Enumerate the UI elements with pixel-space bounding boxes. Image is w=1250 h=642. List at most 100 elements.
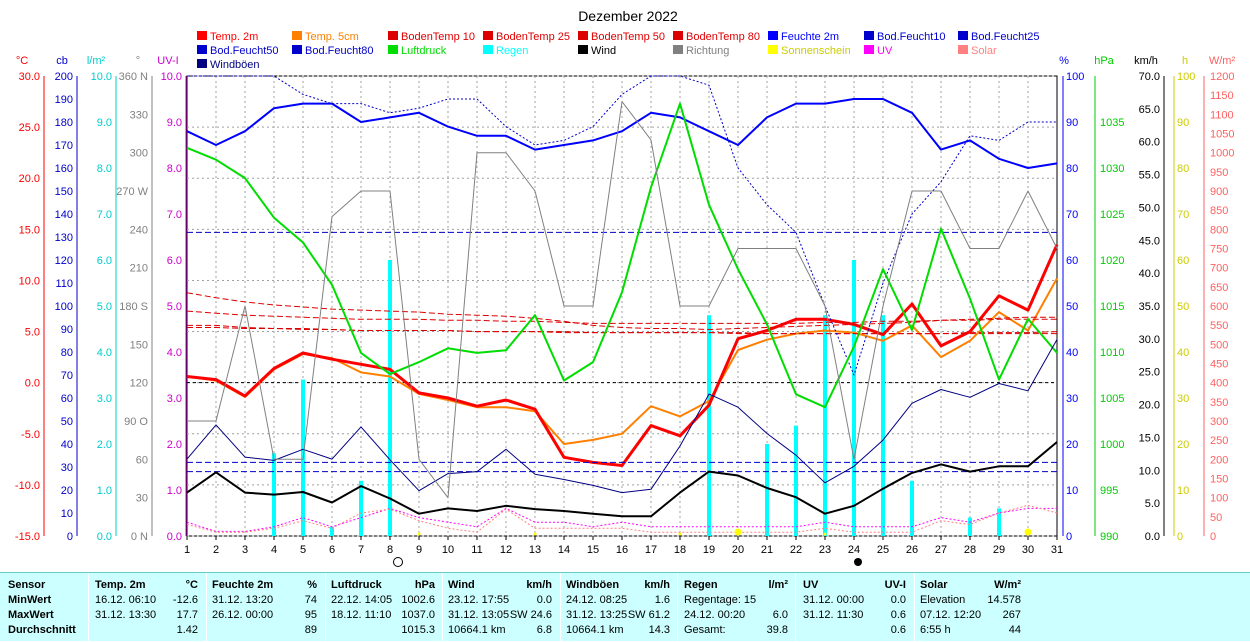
stats-row-label: MaxWert bbox=[8, 609, 54, 621]
stats-unit-temp: °C bbox=[185, 579, 198, 591]
axis-tick-cb: 70 bbox=[61, 370, 73, 382]
legend-swatch bbox=[864, 31, 874, 40]
legend-swatch bbox=[197, 59, 207, 68]
axis-tick-rain: 6.0 bbox=[97, 255, 112, 267]
stats-header-sensor: Sensor bbox=[8, 579, 46, 591]
axis-tick-solar: 1200 bbox=[1210, 71, 1234, 83]
stats-wind-value: SW 24.6 bbox=[509, 609, 552, 621]
stats-table: Sensor MinWert MaxWert Durchschnitt Temp. 2m… bbox=[0, 572, 1250, 642]
legend-label: BodenTemp 50 bbox=[591, 31, 665, 43]
legend-swatch bbox=[673, 45, 683, 54]
stats-temp-value: 1.42 bbox=[176, 624, 198, 636]
stats-solar-value: 267 bbox=[1002, 609, 1021, 621]
axis-unit-press: hPa bbox=[1094, 55, 1114, 67]
stats-solar-label: 6:55 h bbox=[920, 624, 951, 636]
axis-unit-dir: ° bbox=[136, 55, 140, 67]
legend-label: Wind bbox=[591, 45, 616, 57]
x-tick-label: 15 bbox=[587, 544, 599, 556]
legend-label: BodenTemp 80 bbox=[686, 31, 760, 43]
x-tick-label: 30 bbox=[1022, 544, 1034, 556]
axis-tick-uvi: 3.0 bbox=[167, 393, 182, 405]
stats-wind-label: 31.12. 13:05 bbox=[448, 609, 510, 621]
axis-tick-hum: 30 bbox=[1066, 393, 1078, 405]
stats-hum-value: 95 bbox=[304, 609, 317, 621]
axis-tick-cb: 60 bbox=[61, 393, 73, 405]
axis-tick-dir: 270 W bbox=[116, 186, 148, 198]
axis-tick-wind: 35.0 bbox=[1139, 301, 1160, 313]
x-tick-label: 17 bbox=[645, 544, 657, 556]
axis-tick-solar: 950 bbox=[1210, 167, 1228, 179]
axis-tick-hum: 80 bbox=[1066, 163, 1078, 175]
rain-bar bbox=[968, 517, 972, 536]
axis-tick-wind: 5.0 bbox=[1145, 498, 1160, 510]
axis-tick-cb: 50 bbox=[61, 416, 73, 428]
stats-rain-label: 24.12. 00:20 bbox=[684, 609, 746, 621]
weather-chart: Dezember 2022 Temp. 2m Temp. 5cm BodenTemp… bbox=[15, 8, 1236, 567]
x-tick-label: 11 bbox=[471, 544, 482, 556]
axis-tick-uvi: 9.0 bbox=[167, 117, 182, 129]
stats-separator bbox=[677, 573, 678, 642]
axis-tick-solar: 750 bbox=[1210, 244, 1228, 256]
x-tick-label: 14 bbox=[558, 544, 570, 556]
series-windb-en bbox=[186, 339, 1058, 494]
x-tick-label: 20 bbox=[732, 544, 744, 556]
legend-swatch bbox=[578, 31, 588, 40]
axis-tick-cb: 200 bbox=[55, 71, 73, 83]
stats-unit-wind: km/h bbox=[526, 579, 552, 591]
stats-wind-label: 10664.1 km bbox=[448, 624, 506, 636]
stats-unit-rain: l/m² bbox=[768, 579, 788, 591]
axis-tick-cb: 100 bbox=[55, 301, 73, 313]
axis-tick-sun: 80 bbox=[1177, 163, 1189, 175]
x-tick-label: 6 bbox=[329, 544, 335, 556]
stats-separator bbox=[914, 573, 915, 642]
series-luftdruck bbox=[186, 102, 1058, 409]
x-tick-label: 22 bbox=[790, 544, 802, 556]
x-tick-label: 23 bbox=[819, 544, 831, 556]
axis-tick-sun: 50 bbox=[1177, 301, 1189, 313]
axis-tick-dir: 240 bbox=[130, 224, 148, 236]
axis-tick-temp: 10.0 bbox=[19, 275, 40, 287]
axis-tick-hum: 60 bbox=[1066, 255, 1078, 267]
axis-tick-dir: 30 bbox=[136, 493, 148, 505]
axis-tick-dir: 330 bbox=[130, 109, 148, 121]
rain-bar bbox=[852, 260, 856, 536]
legend-label: BodenTemp 25 bbox=[496, 31, 570, 43]
x-tick-label: 18 bbox=[674, 544, 686, 556]
legend-swatch bbox=[864, 45, 874, 54]
axis-tick-solar: 250 bbox=[1210, 435, 1228, 447]
axis-tick-hum: 10 bbox=[1066, 485, 1078, 497]
axis-tick-cb: 150 bbox=[55, 186, 73, 198]
new-moon-icon bbox=[854, 558, 862, 566]
axis-tick-temp: 5.0 bbox=[25, 327, 40, 339]
axis-tick-uvi: 2.0 bbox=[167, 439, 182, 451]
legend-label: Regen bbox=[496, 45, 528, 57]
legend-label: Bod.Feucht50 bbox=[210, 45, 279, 57]
legend-label: Temp. 5cm bbox=[305, 31, 359, 43]
stats-unit-uv: UV-I bbox=[884, 579, 906, 591]
axis-tick-solar: 850 bbox=[1210, 205, 1228, 217]
axis-tick-press: 995 bbox=[1100, 485, 1118, 497]
stats-uv-value: 0.6 bbox=[890, 609, 906, 621]
axis-tick-solar: 450 bbox=[1210, 359, 1228, 371]
x-tick-label: 8 bbox=[387, 544, 393, 556]
axis-tick-wind: 40.0 bbox=[1139, 268, 1160, 280]
stats-hum-value: 89 bbox=[304, 624, 317, 636]
stats-press-value: 1037.0 bbox=[401, 609, 435, 621]
sunshine-dot bbox=[823, 532, 827, 536]
legend-label: Luftdruck bbox=[401, 45, 447, 57]
axis-unit-solar: W/m² bbox=[1209, 55, 1236, 67]
axis-tick-dir: 210 bbox=[130, 263, 148, 275]
legend-swatch bbox=[768, 45, 778, 54]
series-uv bbox=[186, 507, 1057, 532]
rain-bar bbox=[881, 315, 885, 536]
series-feuchte-2m bbox=[186, 98, 1058, 169]
axis-tick-cb: 110 bbox=[55, 278, 73, 290]
axis-tick-cb: 0 bbox=[67, 531, 73, 543]
axis-tick-rain: 5.0 bbox=[97, 301, 112, 313]
stats-solar-value: 44 bbox=[1008, 624, 1021, 636]
stats-wind-label: 23.12. 17:55 bbox=[448, 594, 510, 606]
stats-temp-value: 17.7 bbox=[176, 609, 198, 621]
axis-tick-temp: -5.0 bbox=[21, 429, 40, 441]
axis-tick-wind: 0.0 bbox=[1145, 531, 1160, 543]
series-temp-2m bbox=[186, 244, 1059, 467]
